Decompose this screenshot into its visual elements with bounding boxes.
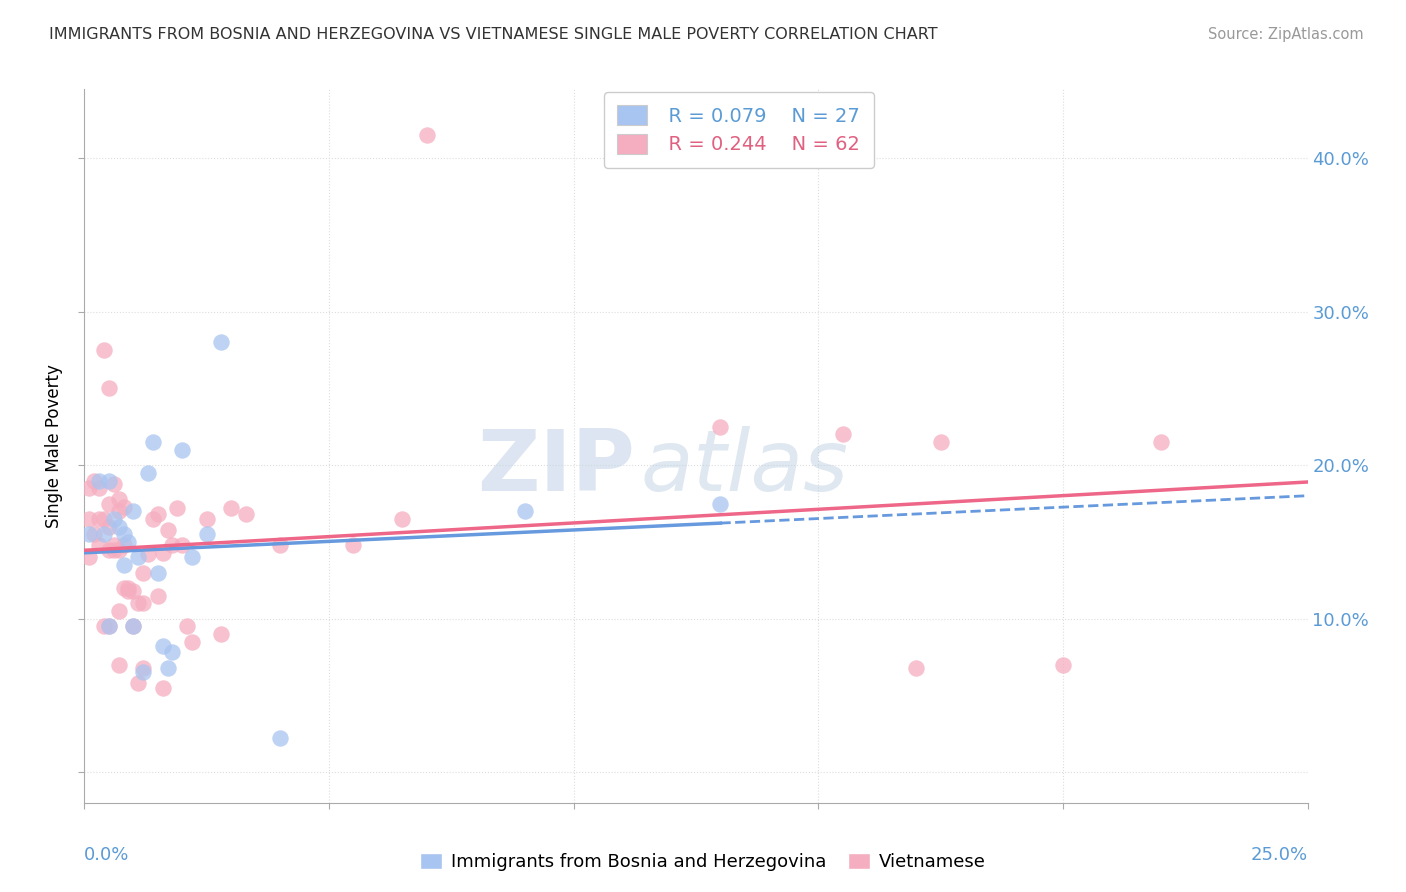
Point [152,546,174,560]
Y-axis label: Single Male Poverty: Single Male Poverty [45,364,63,528]
Point [103,512,125,526]
Point [342,538,364,552]
Point [136,547,159,561]
Point [156,523,179,537]
Point [269,731,291,746]
Point [391,512,413,526]
Point [709,497,731,511]
Point [513,504,536,518]
Point [117,535,139,549]
Point [127,676,149,690]
Point [97,381,120,395]
Point [172,538,194,552]
Point [107,504,129,518]
Point [117,581,139,595]
Point [142,435,165,450]
Point [209,335,232,350]
Point [77,550,100,565]
Point [132,596,155,610]
Point [209,627,232,641]
Point [112,581,135,595]
Point [107,657,129,672]
Point [1052,657,1074,672]
Point [122,619,145,633]
Point [122,584,145,599]
Text: 25.0%: 25.0% [1250,846,1308,863]
Point [162,538,184,552]
Point [77,481,100,495]
Point [929,435,952,450]
Point [127,596,149,610]
Point [107,519,129,533]
Text: Source: ZipAtlas.com: Source: ZipAtlas.com [1208,27,1364,42]
Point [77,512,100,526]
Point [152,681,174,695]
Point [172,442,194,457]
Point [709,419,731,434]
Point [122,504,145,518]
Point [117,584,139,599]
Point [97,497,120,511]
Point [103,542,125,557]
Point [132,661,155,675]
Point [1150,435,1173,450]
Point [93,619,115,633]
Point [97,542,120,557]
Point [112,527,135,541]
Point [146,508,169,522]
Point [181,634,204,648]
Point [97,474,120,488]
Point [97,619,120,633]
Point [136,466,159,480]
Point [156,661,179,675]
Point [132,566,155,580]
Point [127,550,149,565]
Point [93,343,115,357]
Point [416,128,439,143]
Text: IMMIGRANTS FROM BOSNIA AND HERZEGOVINA VS VIETNAMESE SINGLE MALE POVERTY CORRELA: IMMIGRANTS FROM BOSNIA AND HERZEGOVINA V… [49,27,938,42]
Point [87,512,110,526]
Point [269,538,291,552]
Point [142,512,165,526]
Point [162,645,184,659]
Point [87,474,110,488]
Point [112,538,135,552]
Point [107,542,129,557]
Point [132,665,155,680]
Point [93,512,115,526]
Point [122,619,145,633]
Point [146,566,169,580]
Point [235,508,257,522]
Legend: Immigrants from Bosnia and Herzegovina, Vietnamese: Immigrants from Bosnia and Herzegovina, … [413,846,993,879]
Point [83,474,105,488]
Point [103,538,125,552]
Text: atlas: atlas [641,425,849,509]
Point [146,589,169,603]
Point [97,619,120,633]
Point [112,558,135,572]
Point [831,427,853,442]
Text: ZIP: ZIP [477,425,636,509]
Point [219,501,242,516]
Point [77,527,100,541]
Point [83,527,105,541]
Point [93,527,115,541]
Point [195,512,218,526]
Point [107,604,129,618]
Text: 0.0%: 0.0% [84,846,129,863]
Legend:   R = 0.079    N = 27,   R = 0.244    N = 62: R = 0.079 N = 27, R = 0.244 N = 62 [603,92,873,168]
Point [107,491,129,506]
Point [87,481,110,495]
Point [112,500,135,514]
Point [176,619,198,633]
Point [103,476,125,491]
Point [87,538,110,552]
Point [905,661,928,675]
Point [166,501,188,516]
Point [181,550,204,565]
Point [97,519,120,533]
Point [152,640,174,654]
Point [195,527,218,541]
